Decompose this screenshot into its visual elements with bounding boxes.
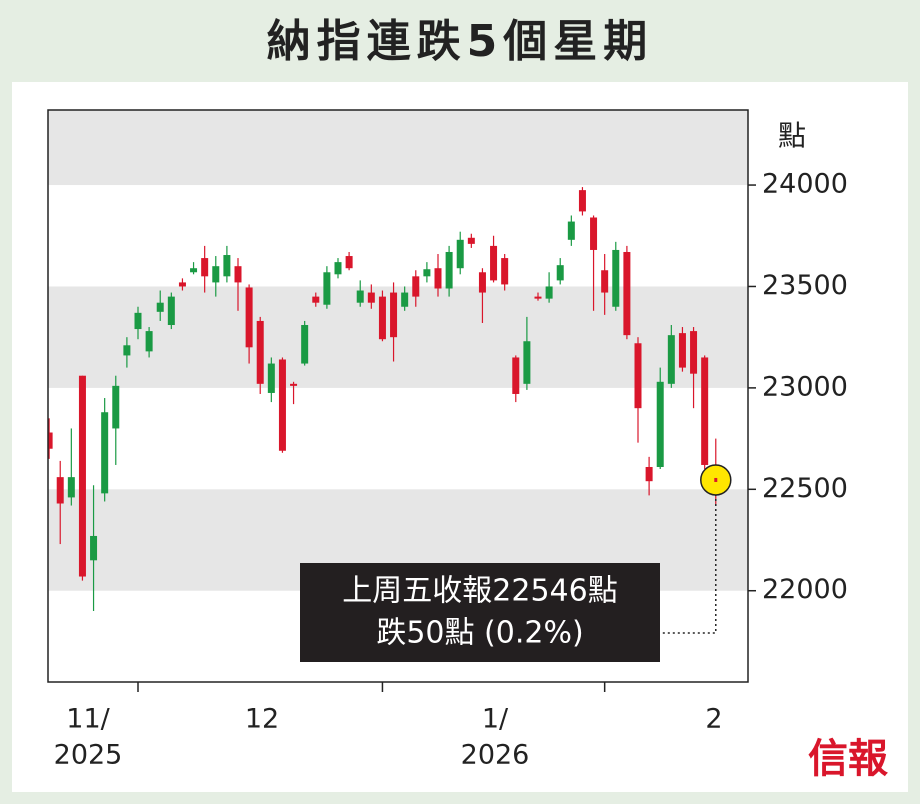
y-axis-label: 點 [778, 119, 806, 152]
candle-body [101, 412, 109, 494]
candle-body [534, 296, 542, 299]
y-tick-label: 22000 [762, 574, 848, 605]
x-tick-label: 12 [245, 704, 279, 735]
candle-body [234, 266, 242, 283]
candle-body [267, 363, 275, 393]
plot-frame [47, 109, 749, 683]
x-tick-label: 1/ [482, 704, 509, 735]
candle-body [167, 296, 175, 326]
leader-line [662, 493, 717, 634]
candle-body [323, 272, 331, 305]
plot: 22000 22500 23000 23500 24000 上周五收報22546點跌50點… [47, 109, 848, 692]
candle-body [190, 268, 198, 273]
x-tick-label: 11/ [66, 704, 110, 735]
candle-body [490, 245, 498, 281]
candle-body [656, 381, 664, 467]
y-tick-label: 24000 [762, 169, 848, 200]
candle-body [78, 375, 86, 577]
chart-title: 納指連跌5個星期 [267, 16, 654, 67]
candle-body [590, 217, 598, 250]
candle-body [367, 292, 375, 303]
candle-body [467, 237, 475, 244]
candle-body [178, 282, 186, 287]
candle-body [545, 286, 553, 299]
candle-body [612, 249, 620, 307]
candle-body [623, 251, 631, 336]
y-tick-label: 23500 [762, 270, 848, 301]
annotation-text: 跌50點 (0.2%) [376, 616, 583, 651]
candle-body [478, 272, 486, 293]
x-tick-label: 2 [705, 704, 722, 735]
candle-body [456, 239, 464, 269]
grid-band [48, 286, 748, 388]
candle-body [578, 190, 586, 212]
annotation-box [300, 563, 660, 662]
grid-band [48, 110, 748, 186]
candle-body [67, 477, 75, 498]
candle-body [56, 477, 64, 504]
candle-body [212, 266, 220, 283]
candle-body [567, 221, 575, 240]
candle-body [290, 383, 298, 386]
candle-body [90, 535, 98, 561]
candle-body [156, 302, 164, 312]
candle-body [601, 270, 609, 293]
candle-body [423, 269, 431, 277]
candle-body [501, 258, 509, 285]
x-tick-label: 2025 [54, 740, 123, 771]
candle-body [645, 466, 653, 482]
candle-body [245, 287, 253, 348]
candle-body [634, 343, 642, 409]
panel [12, 82, 908, 792]
candle-body [690, 331, 698, 374]
candle-body [667, 335, 675, 384]
candle-body [434, 268, 442, 289]
candle-body [356, 290, 364, 303]
candle-body [445, 251, 453, 289]
y-tick-label: 22500 [762, 473, 848, 504]
candle-body [278, 359, 286, 451]
candle-body [201, 258, 209, 277]
candle-body [556, 265, 564, 281]
candle-body [401, 292, 409, 307]
candle-body [112, 385, 120, 429]
candle-body [512, 357, 520, 394]
candle-body [345, 256, 353, 269]
source-logo: 信報 [808, 735, 888, 782]
candle-body [256, 320, 264, 384]
candle-body [390, 292, 398, 338]
candle-body [334, 262, 342, 275]
candle-body [301, 325, 309, 364]
candle-body [123, 345, 131, 356]
candle-body [134, 312, 142, 330]
candle-body [223, 255, 231, 277]
candle-body [523, 341, 531, 384]
candle-body [701, 357, 709, 465]
candle-body [48, 432, 53, 449]
candle-body [678, 333, 686, 368]
candle-body [378, 296, 386, 340]
candle-body [312, 296, 320, 303]
candle-body [145, 331, 153, 352]
x-tick-label: 2026 [461, 740, 530, 771]
annotation-text: 上周五收報22546點 [342, 574, 617, 609]
candle-body [412, 276, 420, 297]
y-tick-label: 23000 [762, 371, 848, 402]
